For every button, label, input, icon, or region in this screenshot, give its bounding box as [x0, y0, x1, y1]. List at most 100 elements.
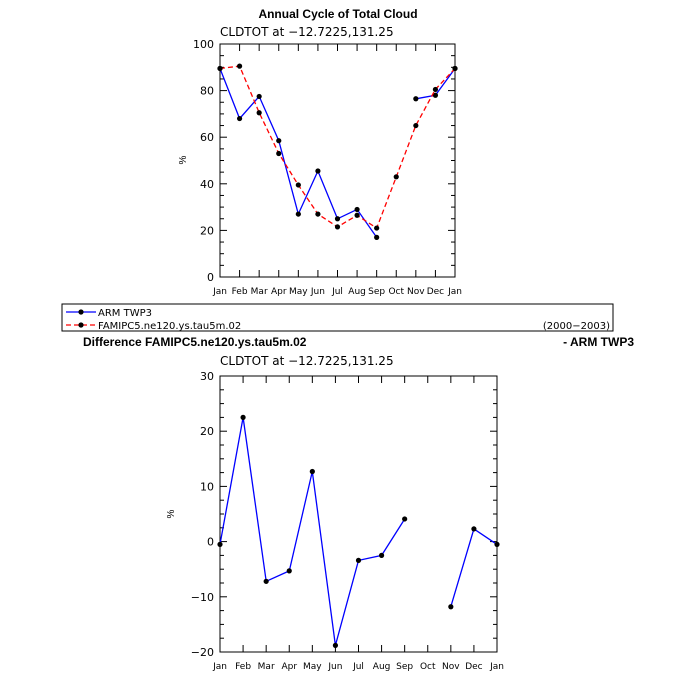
top-chart: Annual Cycle of Total Cloud CLDTOT at −1… — [178, 7, 462, 297]
top-chart-title: Annual Cycle of Total Cloud — [258, 7, 417, 21]
x-tick-label: Jan — [212, 662, 227, 672]
data-point — [276, 138, 282, 144]
bottom-chart: Difference FAMIPC5.ne120.ys.tau5m.02 - A… — [83, 335, 634, 672]
data-point — [240, 414, 246, 420]
x-tick-label: Aug — [373, 662, 391, 672]
data-point — [448, 604, 454, 610]
data-point — [309, 468, 315, 475]
x-tick-label: Mar — [258, 662, 275, 672]
x-tick-label: Sep — [368, 287, 385, 297]
x-tick-label: Jan — [212, 287, 227, 297]
legend-marker-arm — [78, 309, 84, 315]
bottom-chart-ylabel: % — [166, 509, 177, 518]
data-point — [432, 92, 439, 98]
y-tick-label: −20 — [191, 646, 214, 659]
y-tick-label: 80 — [200, 85, 214, 98]
data-point — [471, 526, 477, 532]
bottom-chart-series — [217, 414, 500, 648]
data-point — [276, 150, 282, 157]
bottom-chart-subtitle: CLDTOT at −12.7225,131.25 — [220, 354, 394, 368]
data-point — [236, 63, 243, 69]
x-tick-label: Feb — [235, 662, 251, 672]
series-line — [219, 65, 456, 230]
series-0 — [217, 65, 458, 240]
data-point — [217, 541, 223, 547]
top-plot-frame — [219, 43, 456, 278]
x-tick-label: Aug — [348, 287, 366, 297]
data-point — [402, 516, 408, 522]
y-tick-label: 10 — [200, 480, 214, 493]
y-tick-label: −10 — [191, 591, 214, 604]
data-point — [354, 206, 360, 213]
data-point — [393, 174, 399, 180]
x-tick-label: Nov — [407, 287, 425, 297]
data-point — [295, 211, 301, 217]
bottom-plot-frame — [219, 375, 498, 653]
x-tick-label: May — [289, 287, 308, 297]
top-chart-ylabel: % — [178, 155, 189, 164]
data-point — [354, 212, 360, 218]
legend-label-model: FAMIPC5.ne120.ys.tau5m.02 — [98, 321, 241, 332]
series-line — [450, 527, 498, 607]
data-point — [332, 642, 339, 648]
data-point — [413, 96, 419, 102]
data-point — [334, 216, 341, 222]
bottom-chart-title: Difference FAMIPC5.ne120.ys.tau5m.02 — [83, 335, 307, 349]
legend-frame — [61, 303, 614, 332]
series-line — [219, 417, 406, 646]
series-0 — [217, 414, 500, 648]
data-point — [452, 65, 458, 72]
x-tick-label: Jun — [310, 287, 325, 297]
x-tick-label: Apr — [271, 287, 287, 297]
y-tick-label: 0 — [207, 536, 214, 549]
x-tick-label: Jan — [447, 287, 462, 297]
top-chart-axes: 0 20 40 60 80 100 Jan Feb Mar Apr May Jun Jul Aug Sep O… — [193, 38, 462, 297]
legend-label-arm: ARM TWP3 — [98, 308, 152, 319]
legend: ARM TWP3 FAMIPC5.ne120.ys.tau5m.02 (2000… — [61, 303, 614, 332]
y-tick-label: 20 — [200, 224, 214, 237]
x-tick-label: Jul — [331, 287, 343, 297]
data-point — [295, 182, 301, 188]
y-tick-label: 40 — [200, 178, 214, 191]
y-tick-label: 60 — [200, 131, 214, 144]
data-point — [378, 552, 385, 559]
x-tick-label: Sep — [396, 662, 413, 672]
data-point — [286, 568, 292, 574]
data-point — [315, 168, 321, 174]
legend-period: (2000−2003) — [543, 321, 610, 332]
y-tick-label: 20 — [200, 425, 214, 438]
top-chart-series — [217, 63, 458, 240]
x-tick-label: Jun — [327, 662, 342, 672]
data-point — [494, 541, 500, 547]
x-tick-label: Dec — [465, 662, 482, 672]
x-tick-label: May — [303, 662, 322, 672]
data-point — [432, 86, 439, 93]
data-point — [355, 557, 362, 563]
data-point — [413, 122, 419, 129]
y-tick-label: 0 — [207, 271, 214, 284]
bottom-chart-title-right: - ARM TWP3 — [563, 335, 634, 349]
data-point — [334, 224, 341, 230]
data-point — [374, 225, 380, 231]
series-1 — [217, 63, 458, 231]
x-tick-label: Dec — [427, 287, 444, 297]
x-tick-label: Jul — [352, 662, 364, 672]
data-point — [256, 110, 262, 116]
x-tick-label: Jan — [489, 662, 504, 672]
x-tick-label: Oct — [420, 662, 436, 672]
x-tick-label: Oct — [388, 287, 404, 297]
x-tick-label: Feb — [232, 287, 248, 297]
data-point — [374, 234, 380, 240]
bottom-chart-axes: −20 −10 0 10 20 30 Jan Feb Mar Apr May Jun Jul Aug Sep… — [191, 370, 504, 672]
data-point — [315, 211, 321, 217]
data-point — [256, 93, 262, 100]
x-tick-label: Nov — [442, 662, 460, 672]
data-point — [217, 65, 223, 72]
data-point — [236, 115, 243, 122]
data-point — [263, 578, 269, 584]
top-chart-subtitle: CLDTOT at −12.7225,131.25 — [220, 25, 394, 39]
y-tick-label: 30 — [200, 370, 214, 383]
x-tick-label: Apr — [281, 662, 297, 672]
x-tick-label: Mar — [251, 287, 268, 297]
